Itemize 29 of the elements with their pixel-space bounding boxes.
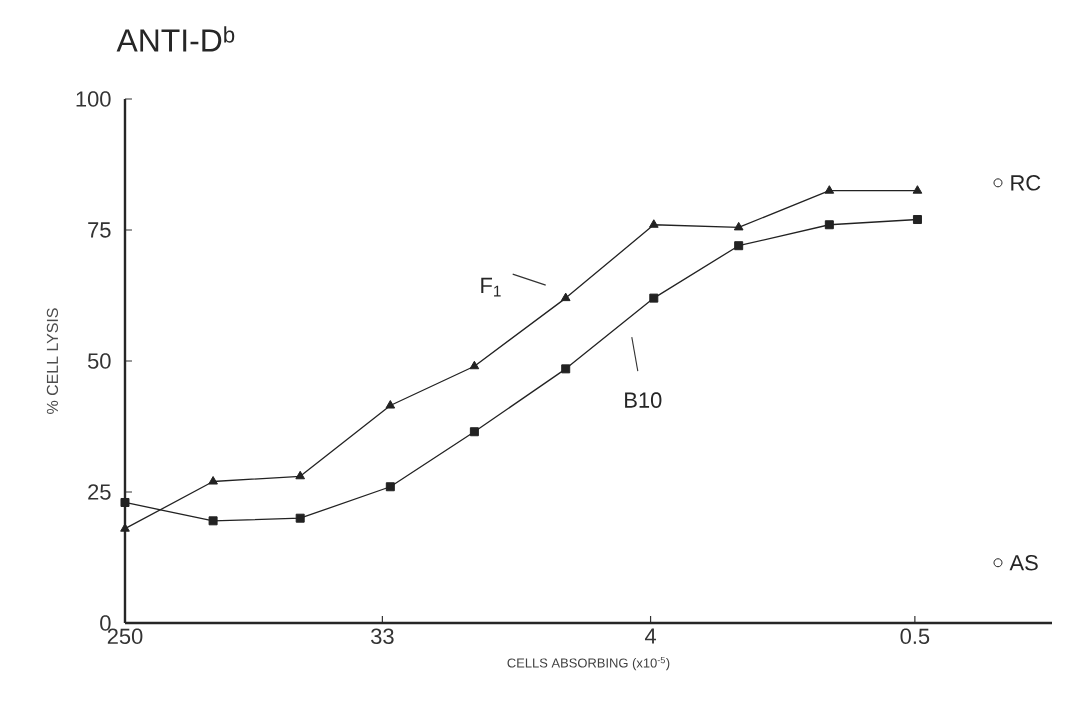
point xyxy=(208,516,218,526)
point xyxy=(648,219,659,228)
y-tick-label: 100 xyxy=(76,91,111,107)
point xyxy=(208,476,218,485)
point xyxy=(295,470,306,480)
point xyxy=(561,364,571,374)
point xyxy=(295,513,305,523)
y-tick-label: 75 xyxy=(88,222,111,238)
text: B10 xyxy=(625,392,662,408)
series-label: RC xyxy=(1011,175,1041,191)
point xyxy=(385,482,395,492)
point xyxy=(385,400,396,409)
point xyxy=(649,293,659,303)
x-tick-label: 4 xyxy=(644,628,657,644)
point xyxy=(912,215,922,225)
chart-title: ANTI-D$^{b}$ xyxy=(116,26,235,52)
x-tick-label: 0.5 xyxy=(900,628,930,645)
point xyxy=(560,292,571,302)
y-tick-label: 25 xyxy=(88,484,111,500)
point xyxy=(824,185,835,194)
y-axis-title: % CELL LYSIS xyxy=(46,308,59,414)
x-axis-title: CELLS ABSORBING (x10$^{-5}$) xyxy=(507,656,670,671)
point xyxy=(912,185,923,194)
point xyxy=(824,220,834,230)
series-label: AS xyxy=(1009,554,1038,571)
x-tick-label: 33 xyxy=(371,628,394,645)
series-label: F$_{1}$ xyxy=(481,277,501,297)
y-tick-label: 50 xyxy=(87,353,111,369)
point xyxy=(120,497,130,507)
